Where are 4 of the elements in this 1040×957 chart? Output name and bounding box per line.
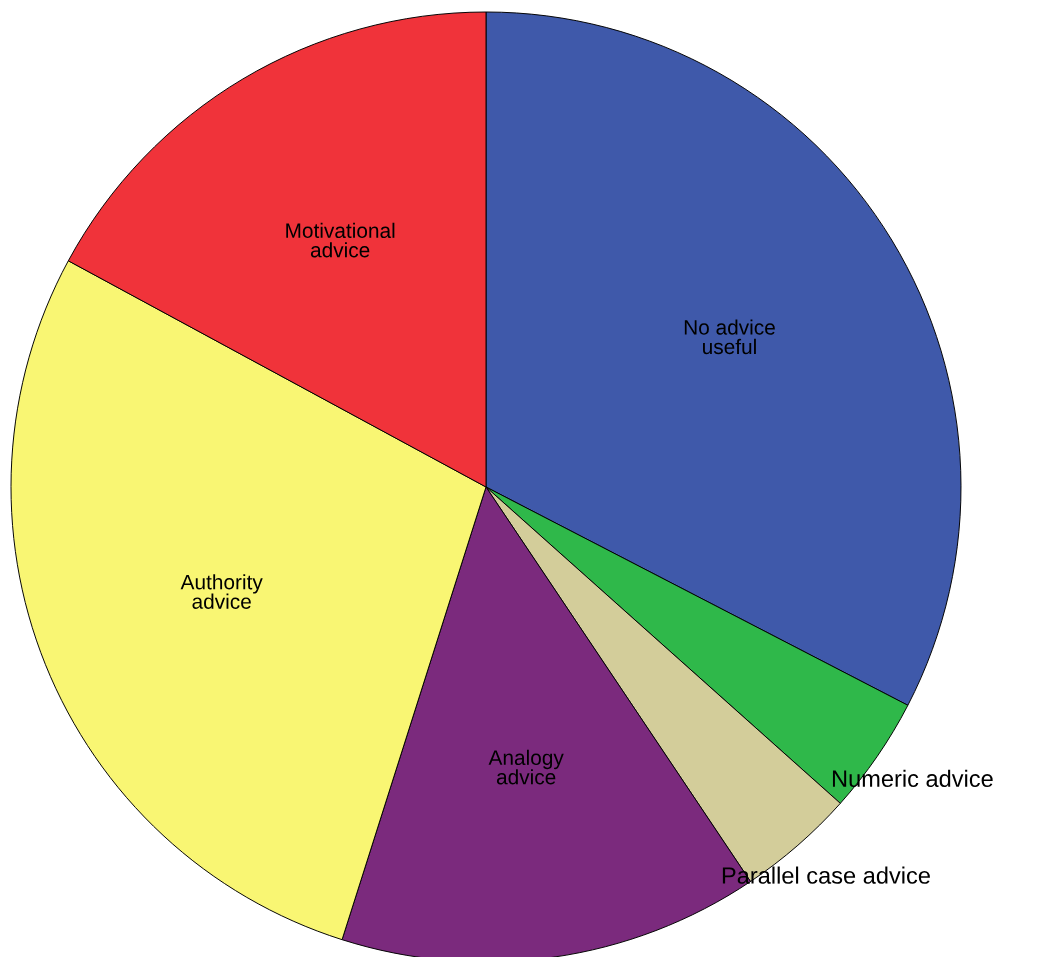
slice-label: Authority advice <box>180 574 263 609</box>
slice-label: Analogy advice <box>488 749 564 785</box>
slice-label: Motivational advice <box>286 222 395 258</box>
slice-label: No advice useful <box>684 319 775 355</box>
